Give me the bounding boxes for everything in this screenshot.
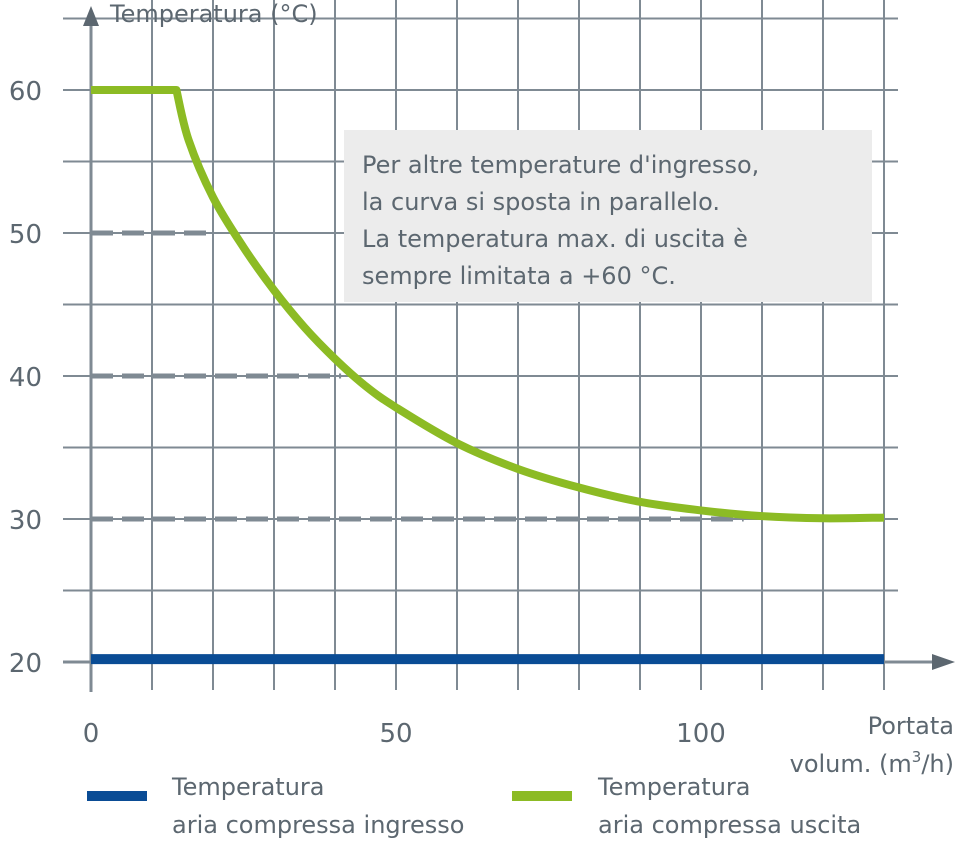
series-line-outlet [91,86,885,523]
legend: Temperatura aria compressa ingresso Temp… [87,773,861,839]
y-tick-label-60: 60 [9,77,42,107]
y-tick-label-20: 20 [9,649,42,679]
reference-lines [91,230,744,522]
x-tick-label-100: 100 [676,719,726,749]
y-tick-label-30: 30 [9,506,42,536]
legend-inlet-line1: Temperatura [171,773,325,801]
grid [63,0,898,690]
legend-outlet-line2: aria compressa uscita [598,811,861,839]
legend-inlet-line2: aria compressa ingresso [172,811,464,839]
x-axis-title-superscript: 3 [912,748,922,766]
note-line-3: La temperatura max. di uscita è [362,225,748,253]
x-tick-label-50: 50 [379,719,412,749]
note-line-2: la curva si sposta in parallelo. [362,188,720,216]
legend-swatch-inlet [87,791,147,801]
note-box: Per altre temperature d'ingresso, la cur… [344,130,872,302]
x-axis-title-line2: volum. (m3/h) [790,748,954,778]
y-tick-label-50: 50 [9,220,42,250]
x-axis-arrow [932,654,955,670]
note-line-1: Per altre temperature d'ingresso, [362,151,759,179]
y-axis-title: Temperatura (°C) [109,0,318,28]
series-layer [91,86,885,665]
y-axis-arrow [83,6,99,26]
axes [63,6,955,692]
legend-item-inlet: Temperatura aria compressa ingresso [87,773,464,839]
legend-item-outlet: Temperatura aria compressa uscita [512,773,861,839]
legend-outlet-line1: Temperatura [597,773,751,801]
legend-swatch-outlet [512,791,572,801]
tick-labels: 20 30 40 50 60 0 50 100 [9,77,726,749]
x-axis-title-suffix: /h) [921,750,954,778]
x-tick-label-0: 0 [83,719,100,749]
note-line-4: sempre limitata a +60 °C. [362,262,676,290]
x-axis-title-prefix: volum. (m [790,750,912,778]
y-tick-label-40: 40 [9,363,42,393]
x-axis-title-line1: Portata [868,712,954,740]
